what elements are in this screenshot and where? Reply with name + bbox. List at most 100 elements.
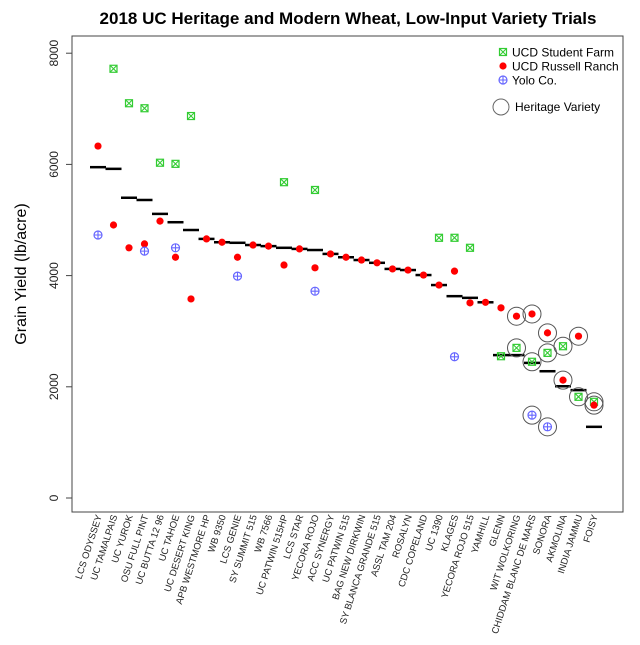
heritage-ring (569, 387, 588, 407)
plot-marks (90, 64, 604, 437)
point-box-x (124, 99, 134, 108)
point-dot (326, 250, 335, 258)
point-dot (388, 265, 397, 273)
point-dot (218, 238, 226, 246)
box-x-square (465, 243, 475, 252)
point-box-x (279, 178, 289, 187)
point-dot (590, 401, 598, 409)
point-dot (559, 376, 567, 384)
point-dot (280, 261, 288, 269)
y-tick-label: 0 (47, 494, 61, 501)
legend-marker (498, 47, 508, 57)
point-circle-plus (93, 230, 103, 240)
point-dot (404, 266, 412, 274)
point-box-x (558, 342, 568, 351)
point-box-x (496, 352, 506, 361)
box-x-cross (171, 159, 180, 168)
heritage-ring (522, 304, 542, 324)
box-x-cross (187, 112, 195, 120)
point-dot (435, 281, 443, 289)
point-box-x (109, 64, 118, 73)
box-x-cross (109, 64, 118, 73)
point-box-x (140, 104, 149, 113)
heritage-ring (569, 326, 588, 346)
point-dot (249, 241, 257, 249)
box-x-square (155, 158, 165, 167)
box-x-square (574, 392, 583, 401)
box-x-square (434, 233, 444, 242)
point-box-x (574, 392, 583, 401)
point-box-x (543, 348, 552, 357)
box-x-square (527, 357, 537, 366)
point-dot (295, 245, 304, 253)
point-box-x (527, 357, 537, 366)
point-dot (202, 235, 211, 243)
legend-heritage-ring (492, 98, 510, 116)
point-circle-plus (139, 246, 150, 256)
heritage-ring (538, 417, 557, 437)
point-dot (156, 217, 164, 225)
point-dot (125, 244, 133, 252)
point-box-x (465, 243, 475, 252)
point-dot (187, 295, 195, 303)
box-x-cross (466, 243, 474, 252)
point-circle-plus (542, 422, 553, 432)
y-tick-label: 6000 (47, 151, 61, 178)
box-x-square (186, 111, 196, 121)
point-dot (357, 256, 366, 264)
point-dot (94, 142, 102, 150)
point-dot (264, 242, 273, 250)
point-box-x (171, 159, 180, 168)
box-x-square (450, 233, 459, 242)
box-x-square (558, 342, 568, 351)
box-x-square (109, 64, 118, 73)
box-x-cross (543, 348, 552, 357)
box-x-square (140, 104, 149, 113)
point-circle-plus (232, 271, 243, 281)
box-x-cross (499, 48, 507, 56)
point-dot (450, 267, 459, 275)
point-dot (342, 253, 350, 261)
point-dot (574, 332, 583, 340)
point-dot (109, 221, 118, 229)
chart-title: 2018 UC Heritage and Modern Wheat, Low-I… (100, 9, 597, 28)
point-dot (466, 299, 474, 307)
point-dot (512, 312, 521, 320)
point-dot (528, 310, 536, 318)
box-x-cross (559, 342, 567, 351)
circle-plus-cross (233, 272, 242, 281)
heritage-ring (553, 336, 573, 356)
point-box-x (155, 158, 165, 167)
box-x-square (498, 47, 508, 57)
point-dot (233, 253, 242, 261)
box-x-square (279, 178, 289, 187)
circle-plus-cross (311, 287, 319, 296)
box-x-square (496, 352, 506, 361)
legend-marker (498, 75, 508, 85)
legend-marker (499, 62, 507, 70)
point-box-x (434, 233, 444, 242)
point-dot (311, 264, 319, 272)
heritage-ring (522, 352, 542, 372)
box-x-square (310, 185, 320, 195)
box-x-cross (311, 186, 319, 194)
box-x-cross (125, 99, 133, 108)
point-box-x (186, 111, 196, 121)
box-x-square (171, 159, 180, 168)
heritage-ring (584, 392, 604, 412)
box-x-cross (512, 343, 521, 352)
box-x-cross (528, 357, 536, 366)
circle-plus-cross (140, 247, 149, 256)
circle-plus-cross (499, 76, 507, 84)
heritage-ring (553, 370, 573, 390)
circle-plus-cross (543, 422, 552, 431)
legend-label: Yolo Co. (512, 74, 557, 88)
box-x-cross (450, 233, 459, 242)
y-axis: 0 2000 4000 6000 8000 (47, 40, 72, 501)
circle-plus-cross (171, 243, 180, 252)
legend-label: UCD Russell Ranch (512, 60, 619, 74)
point-dot (140, 240, 149, 248)
